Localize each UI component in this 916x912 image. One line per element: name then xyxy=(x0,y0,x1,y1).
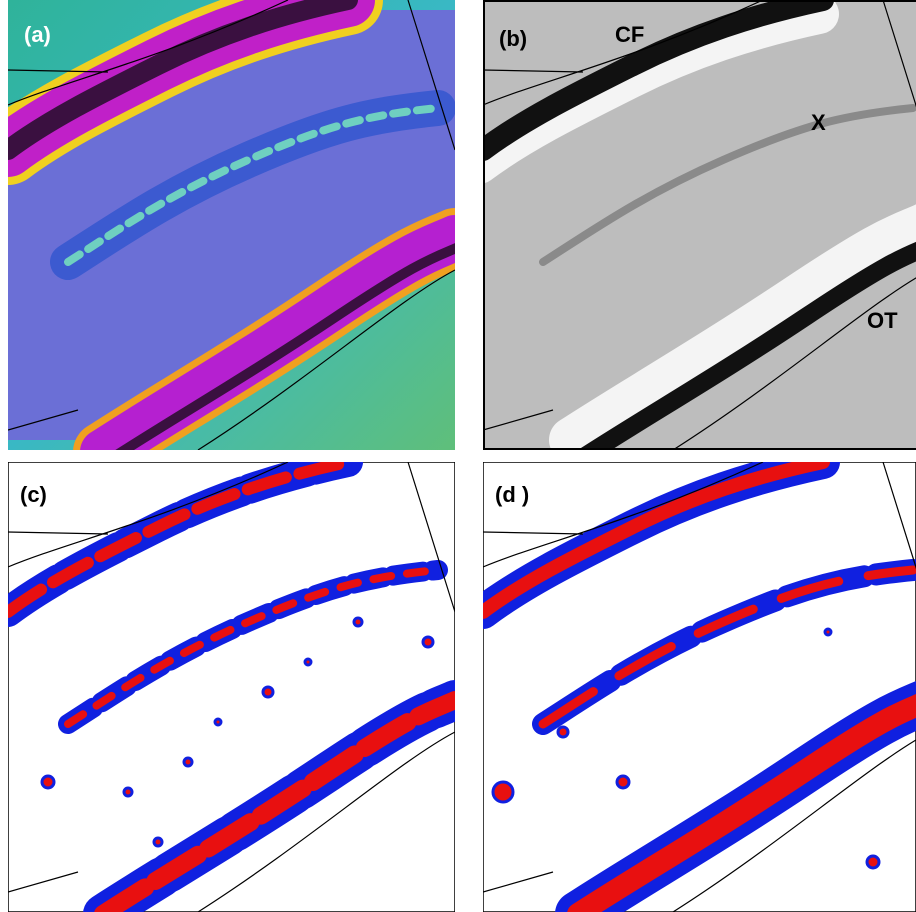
panel-a: (a) xyxy=(8,0,455,450)
annotation: X xyxy=(811,110,826,135)
spots xyxy=(40,616,435,848)
spots xyxy=(491,627,881,870)
panel-b: (b) CF X OT xyxy=(483,0,916,450)
panel-d: (d ) xyxy=(483,462,916,912)
annotation: CF xyxy=(615,22,644,47)
panel-label: (a) xyxy=(24,22,51,47)
frame xyxy=(483,0,916,450)
panel-c: (c) xyxy=(8,462,455,912)
panel-label: (c) xyxy=(20,482,47,507)
annotation: OT xyxy=(867,308,898,333)
panel-label: (b) xyxy=(499,26,527,51)
panel-label: (d ) xyxy=(495,482,529,507)
